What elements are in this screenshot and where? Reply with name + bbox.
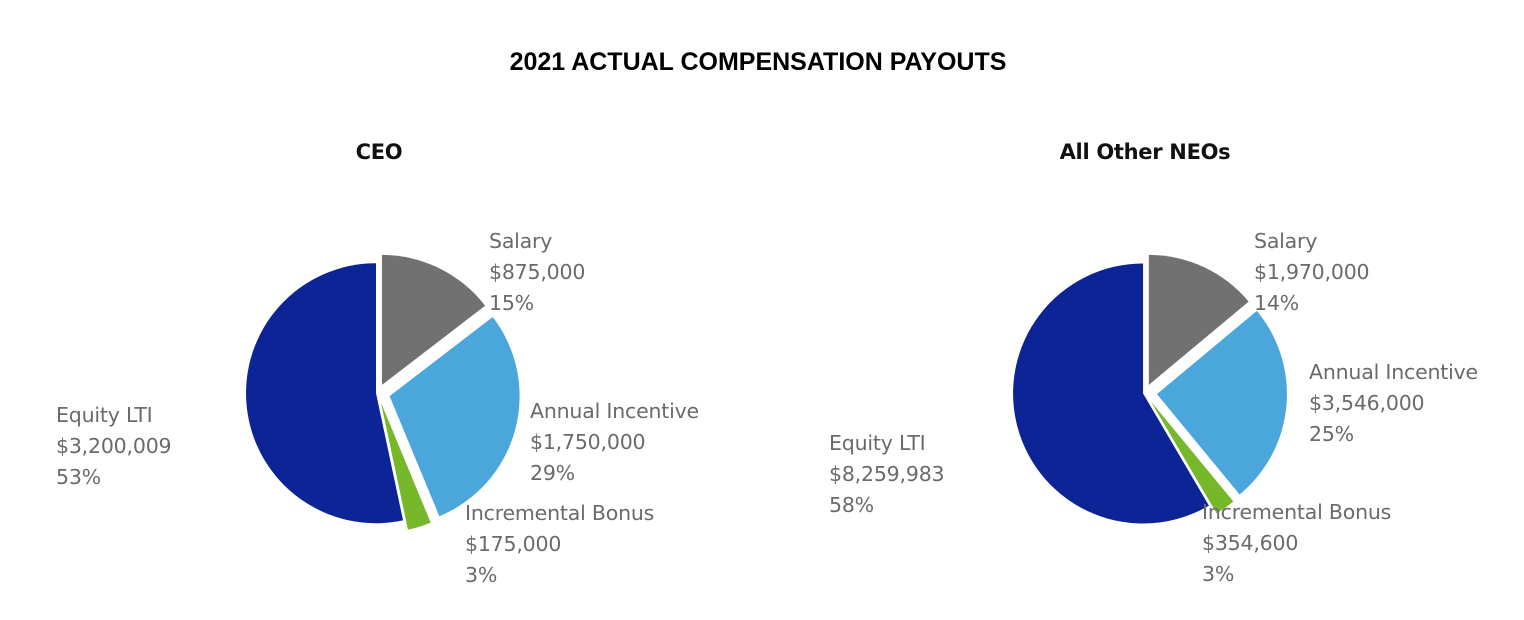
ceo-label-salary: Salary $875,000 15% <box>489 229 586 315</box>
chart-title-ceo: CEO <box>355 140 403 164</box>
neos-slice-salary <box>1148 254 1249 385</box>
ceo-label-equity-lti: Equity LTI $3,200,009 53% <box>56 403 172 489</box>
ceo-slice-equity-lti <box>246 263 404 524</box>
ceo-label-annual-incentive: Annual Incentive $1,750,000 29% <box>530 399 699 485</box>
neos-slice-incremental-bonus <box>1150 401 1234 514</box>
ceo-label-incremental-bonus: Incremental Bonus $175,000 3% <box>465 501 655 587</box>
neos-label-salary: Salary $1,970,000 14% <box>1254 229 1370 315</box>
neos-label-annual-incentive: Annual Incentive $3,546,000 25% <box>1309 360 1478 446</box>
page-title: 2021 ACTUAL COMPENSATION PAYOUTS <box>509 48 1007 76</box>
ceo-slice-incremental-bonus <box>380 402 431 530</box>
neos-slice-equity-lti <box>1013 263 1209 524</box>
neos-label-incremental-bonus: Incremental Bonus $354,600 3% <box>1202 500 1392 586</box>
neos-label-equity-lti: Equity LTI $8,259,983 58% <box>829 431 945 517</box>
ceo-slice-annual-incentive <box>389 316 520 517</box>
neos-slice-annual-incentive <box>1156 310 1287 495</box>
ceo-slice-salary <box>381 254 486 385</box>
chart-title-neos: All Other NEOs <box>1059 140 1231 164</box>
